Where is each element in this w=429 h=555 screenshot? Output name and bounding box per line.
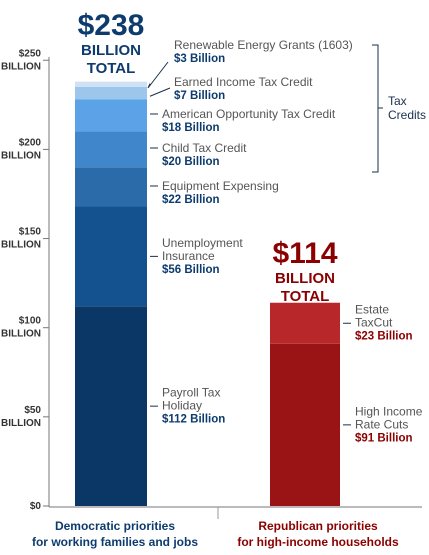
segment-value-label: $91 Billion <box>355 432 413 444</box>
y-tick-label: $50 <box>24 405 41 416</box>
segment-label: Insurance <box>162 249 215 263</box>
segment-label: Payroll Tax <box>162 386 220 400</box>
bar-segment <box>75 131 147 168</box>
total-word: TOTAL <box>87 60 136 77</box>
bars <box>75 81 340 506</box>
bar-segment <box>75 81 147 87</box>
category-label: for high-income households <box>237 535 399 549</box>
total-value: $238 <box>78 9 145 42</box>
leader-line <box>147 61 169 89</box>
y-tick-label: $100 <box>19 316 42 327</box>
bar-segment <box>75 306 147 506</box>
segment-label: TaxCut <box>355 316 393 330</box>
bracket-label: Credits <box>388 108 426 122</box>
bar-segment <box>75 167 147 207</box>
y-tick-label: $200 <box>19 137 42 148</box>
segment-label: High Income <box>355 404 423 418</box>
segment-value-label: $3 Billion <box>174 53 225 65</box>
segment-label: Rate Cuts <box>355 417 408 431</box>
bar-segment <box>270 302 340 344</box>
bar-segment <box>75 206 147 307</box>
y-tick-unit: BILLION <box>1 418 41 429</box>
y-tick-label: $150 <box>19 227 42 238</box>
y-tick-unit: BILLION <box>1 150 41 161</box>
segment-label: Equipment Expensing <box>162 179 279 193</box>
segment-label: Child Tax Credit <box>162 141 247 155</box>
segment-value-label: $7 Billion <box>174 90 225 102</box>
segment-label: Estate <box>355 303 389 317</box>
segment-label: Unemployment <box>162 236 243 250</box>
category-label: Democratic priorities <box>55 519 175 533</box>
total-unit: BILLION <box>81 42 141 59</box>
category-labels: Democratic priorities for working familie… <box>32 519 399 549</box>
total-word: TOTAL <box>281 288 330 305</box>
bracket-label: Tax <box>388 94 407 108</box>
total-unit: BILLION <box>275 270 335 287</box>
segment-label: Holiday <box>162 399 202 413</box>
category-label: for working families and jobs <box>32 535 198 549</box>
total-value: $114 <box>272 237 337 270</box>
segment-value-label: $20 Billion <box>162 156 220 168</box>
y-tick-unit: BILLION <box>1 240 41 251</box>
bar-segment <box>270 343 340 506</box>
bracket-line <box>372 44 379 173</box>
category-label: Republican priorities <box>258 519 378 533</box>
segment-label: Earned Income Tax Credit <box>174 75 313 89</box>
y-tick-label: $0 <box>30 501 42 512</box>
leader-line <box>149 87 171 97</box>
y-tick-unit: BILLION <box>1 329 41 340</box>
bar-segment <box>75 86 147 100</box>
segment-label: American Opportunity Tax Credit <box>162 107 336 121</box>
y-tick-label: $250 <box>19 48 42 59</box>
segment-value-label: $112 Billion <box>162 414 225 426</box>
segment-value-label: $22 Billion <box>162 194 220 206</box>
segment-value-label: $56 Billion <box>162 264 220 276</box>
y-tick-unit: BILLION <box>1 61 41 72</box>
bar-segment <box>75 99 147 132</box>
segment-value-label: $23 Billion <box>355 331 413 343</box>
segment-value-label: $18 Billion <box>162 122 220 134</box>
segment-label: Renewable Energy Grants (1603) <box>174 38 353 52</box>
y-axis: $0 $50 BILLION $100 BILLION $150 BILLION $200 BI… <box>1 48 422 519</box>
